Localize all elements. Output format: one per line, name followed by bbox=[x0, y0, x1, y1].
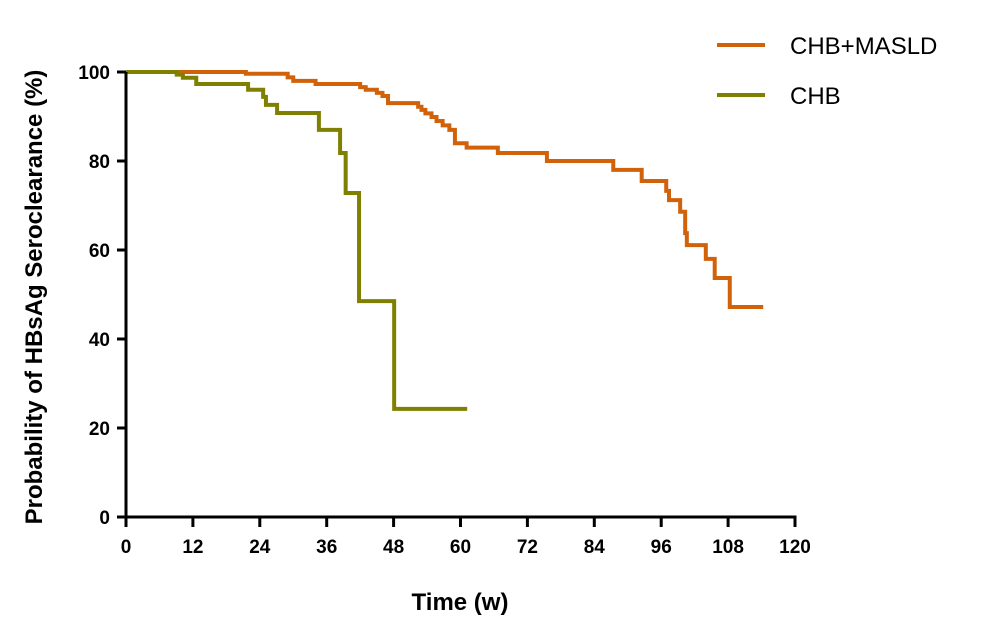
y-tick-label: 0 bbox=[99, 508, 110, 529]
x-tick-label: 84 bbox=[584, 537, 606, 558]
y-tick-label: 80 bbox=[89, 152, 110, 173]
curves bbox=[126, 70, 764, 411]
x-tick-label: 72 bbox=[517, 537, 538, 558]
legend-label: CHB bbox=[790, 83, 841, 110]
y-tick-label: 40 bbox=[89, 330, 110, 351]
x-tick-label: 60 bbox=[450, 537, 471, 558]
legend: CHB+MASLD CHB bbox=[717, 33, 937, 110]
survival-curve-chb-masld bbox=[126, 70, 764, 309]
y-axis-label: Probability of HBsAg Seroclearance (%) bbox=[21, 70, 48, 525]
x-tick-label: 0 bbox=[121, 537, 132, 558]
y-tick-label: 60 bbox=[89, 241, 110, 262]
x-tick-label: 96 bbox=[651, 537, 672, 558]
x-tick-label: 24 bbox=[249, 537, 271, 558]
x-tick-label: 120 bbox=[779, 537, 811, 558]
y-tick-label: 20 bbox=[89, 419, 110, 440]
x-tick-label: 48 bbox=[383, 537, 404, 558]
axes: 0 20 40 60 80 100 0 12 24 36 48 60 72 84 96 108 120 bbox=[78, 63, 811, 558]
x-tick-label: 12 bbox=[182, 537, 203, 558]
x-tick-label: 108 bbox=[712, 537, 744, 558]
legend-label: CHB+MASLD bbox=[790, 33, 937, 60]
survival-curve-chb bbox=[126, 70, 468, 411]
y-tick-label: 100 bbox=[78, 63, 110, 84]
x-axis-label: Time (w) bbox=[412, 589, 509, 616]
x-tick-label: 36 bbox=[316, 537, 337, 558]
